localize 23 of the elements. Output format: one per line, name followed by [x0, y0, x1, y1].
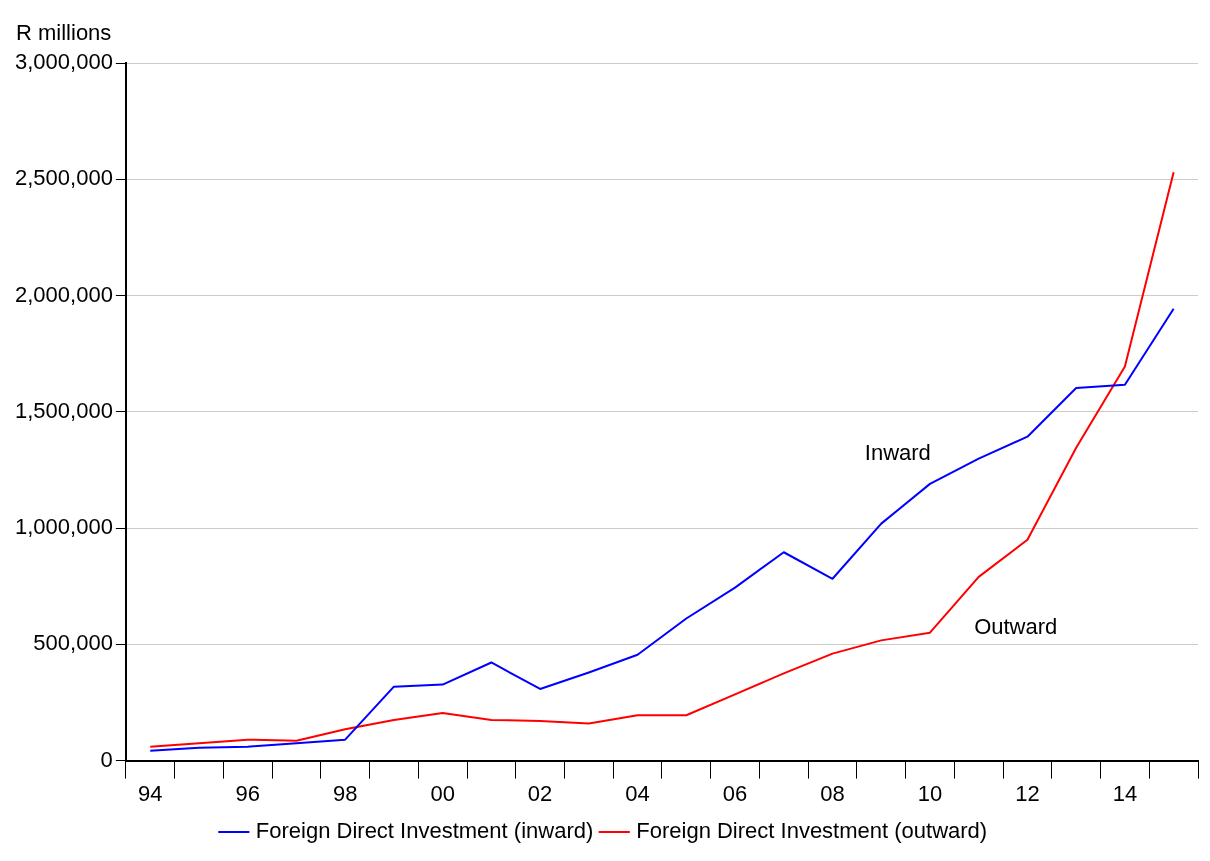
x-tick-label: 96 [235, 780, 260, 806]
y-tick-label: 500,000 [33, 630, 113, 656]
annotation: Inward [864, 439, 931, 465]
y-tick-label: 0 [100, 746, 113, 772]
y-tick-label: 2,000,000 [15, 281, 113, 307]
x-tick-label: 00 [430, 780, 455, 806]
x-tick-label: 14 [1112, 780, 1138, 806]
annotation: Outward [974, 614, 1058, 640]
x-tick-label: 94 [138, 780, 163, 806]
x-tick-label: 08 [820, 780, 845, 806]
x-tick-label: 06 [722, 780, 748, 806]
y-tick-label: 2,500,000 [15, 165, 113, 191]
x-tick-label: 02 [527, 780, 553, 806]
legend-label: Foreign Direct Investment (outward) [636, 818, 988, 844]
x-tick-label: 10 [917, 780, 943, 806]
y-tick-label: 3,000,000 [15, 49, 113, 75]
y-tick-label: 1,500,000 [15, 397, 113, 423]
y-axis-title: R millions [16, 20, 112, 46]
x-tick-label: 98 [332, 780, 358, 806]
y-tick-label: 1,000,000 [15, 514, 113, 540]
x-tick-label: 12 [1015, 780, 1040, 806]
legend-label: Foreign Direct Investment (inward) [255, 818, 594, 844]
x-tick-label: 04 [625, 780, 650, 806]
